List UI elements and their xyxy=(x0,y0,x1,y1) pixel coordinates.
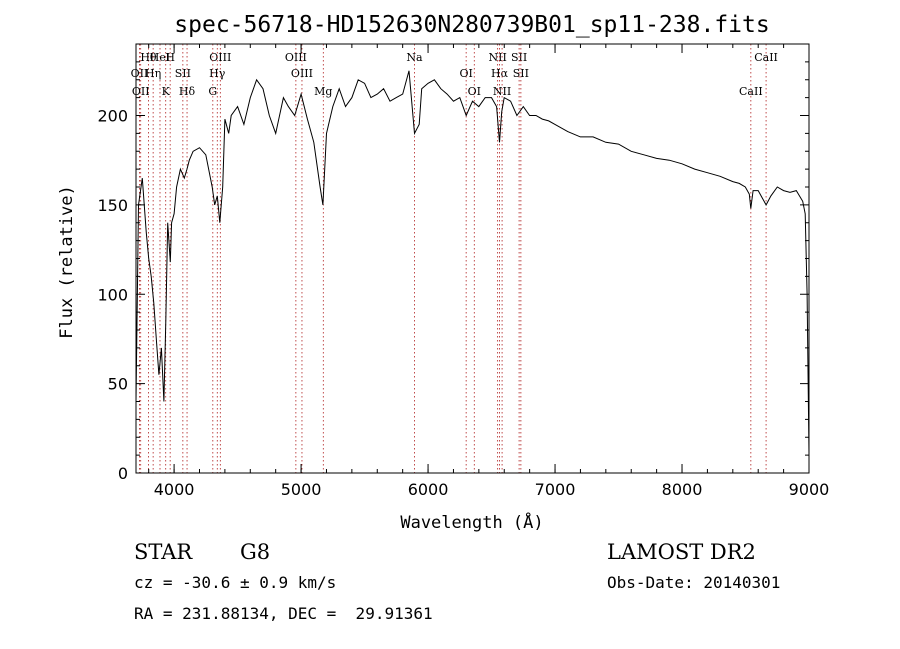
x-axis-label: Wavelength (Å) xyxy=(400,511,543,533)
survey-name: LAMOST DR2 xyxy=(607,540,756,564)
spectral-line-label: OI xyxy=(459,67,472,80)
x-tick-label: 9000 xyxy=(789,480,830,499)
spectral-line-label: OII xyxy=(132,85,150,98)
observation-date: Obs-Date: 20140301 xyxy=(607,573,781,592)
y-tick-label: 0 xyxy=(118,464,128,483)
redshift-cz: cz = -30.6 ± 0.9 km/s xyxy=(134,573,337,592)
spectral-line-label: NII xyxy=(488,51,506,64)
spectral-line-label: SII xyxy=(511,51,527,64)
spectral-line-markers: HθOIIOIIHeIHηKHSIIHδOIIIHγGOIIIOIIIMgNaO… xyxy=(131,44,778,473)
chart-title: spec-56718-HD152630N280739B01_sp11-238.f… xyxy=(174,12,769,38)
x-tick-label: 8000 xyxy=(662,480,703,499)
spectral-line-label: OIII xyxy=(209,51,231,64)
x-tick-label: 4000 xyxy=(154,480,195,499)
spectral-line-label: CaII xyxy=(739,85,763,98)
spectral-line-label: G xyxy=(208,85,217,98)
spectral-line-label: Hη xyxy=(145,67,161,80)
spectral-line-label: CaII xyxy=(754,51,778,64)
y-axis: 0 50 100 150 200 xyxy=(97,61,809,483)
y-axis-label: Flux (relative) xyxy=(57,185,77,339)
spectral-line-label: K xyxy=(162,85,171,98)
spectral-line-label: H xyxy=(165,51,175,64)
y-tick-label: 50 xyxy=(108,375,128,394)
object-type: STAR xyxy=(134,540,193,564)
x-tick-label: 7000 xyxy=(535,480,576,499)
x-tick-label: 6000 xyxy=(408,480,449,499)
spectral-line-label: OII xyxy=(131,67,149,80)
spectral-line-label: SII xyxy=(513,67,529,80)
spectral-subclass: G8 xyxy=(240,540,271,564)
spectral-line-label: Hα xyxy=(491,67,509,80)
spectral-line-label: NII xyxy=(493,85,511,98)
coordinates: RA = 231.88134, DEC = 29.91361 xyxy=(134,604,433,623)
x-axis: 4000 5000 6000 7000 8000 9000 xyxy=(148,44,830,499)
spectral-line-label: Hδ xyxy=(179,85,196,98)
spectral-line-label: OI xyxy=(468,85,481,98)
spectral-line-label: OIII xyxy=(291,67,313,80)
spectral-line-label: Hγ xyxy=(209,67,226,80)
spectral-line-label: SII xyxy=(175,67,191,80)
spectral-line-label: HeI xyxy=(150,51,170,64)
y-tick-label: 150 xyxy=(97,196,128,215)
y-tick-label: 100 xyxy=(97,285,128,304)
y-tick-label: 200 xyxy=(97,107,128,126)
spectral-line-label: OIII xyxy=(285,51,307,64)
x-tick-label: 5000 xyxy=(281,480,322,499)
spectral-line-label: Na xyxy=(406,51,423,64)
spectral-line-label: Mg xyxy=(314,85,332,98)
spectrum-series-line xyxy=(135,70,810,456)
